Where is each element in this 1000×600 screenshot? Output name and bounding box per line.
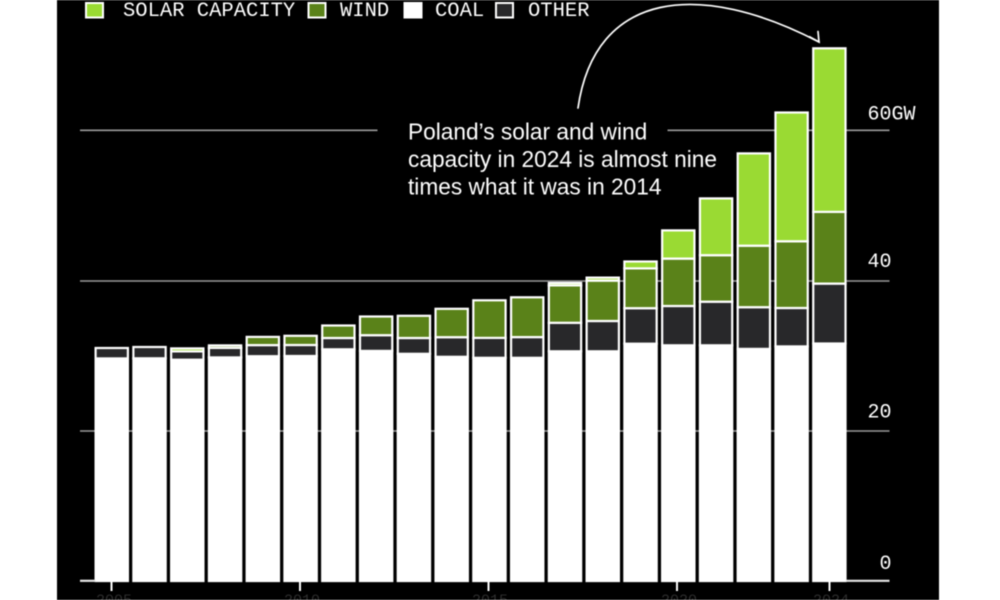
svg-text:2010: 2010: [284, 593, 320, 600]
svg-text:COAL: COAL: [435, 0, 484, 23]
svg-text:times what it was in 2014: times what it was in 2014: [408, 173, 661, 199]
svg-text:0: 0: [880, 553, 892, 576]
svg-text:Poland’s solar and wind: Poland’s solar and wind: [408, 119, 647, 145]
svg-text:2020: 2020: [661, 593, 697, 600]
svg-text:2015: 2015: [472, 593, 508, 600]
svg-text:2005: 2005: [96, 593, 132, 600]
svg-text:WIND: WIND: [340, 0, 389, 23]
svg-text:40: 40: [868, 251, 892, 274]
svg-text:capacity in 2024 is almost nin: capacity in 2024 is almost nine: [408, 146, 717, 172]
svg-text:2024: 2024: [813, 593, 849, 600]
svg-text:OTHER: OTHER: [528, 0, 590, 23]
svg-text:20: 20: [868, 402, 892, 425]
svg-text:SOLAR CAPACITY: SOLAR CAPACITY: [123, 0, 295, 23]
svg-text:60GW: 60GW: [868, 104, 916, 127]
